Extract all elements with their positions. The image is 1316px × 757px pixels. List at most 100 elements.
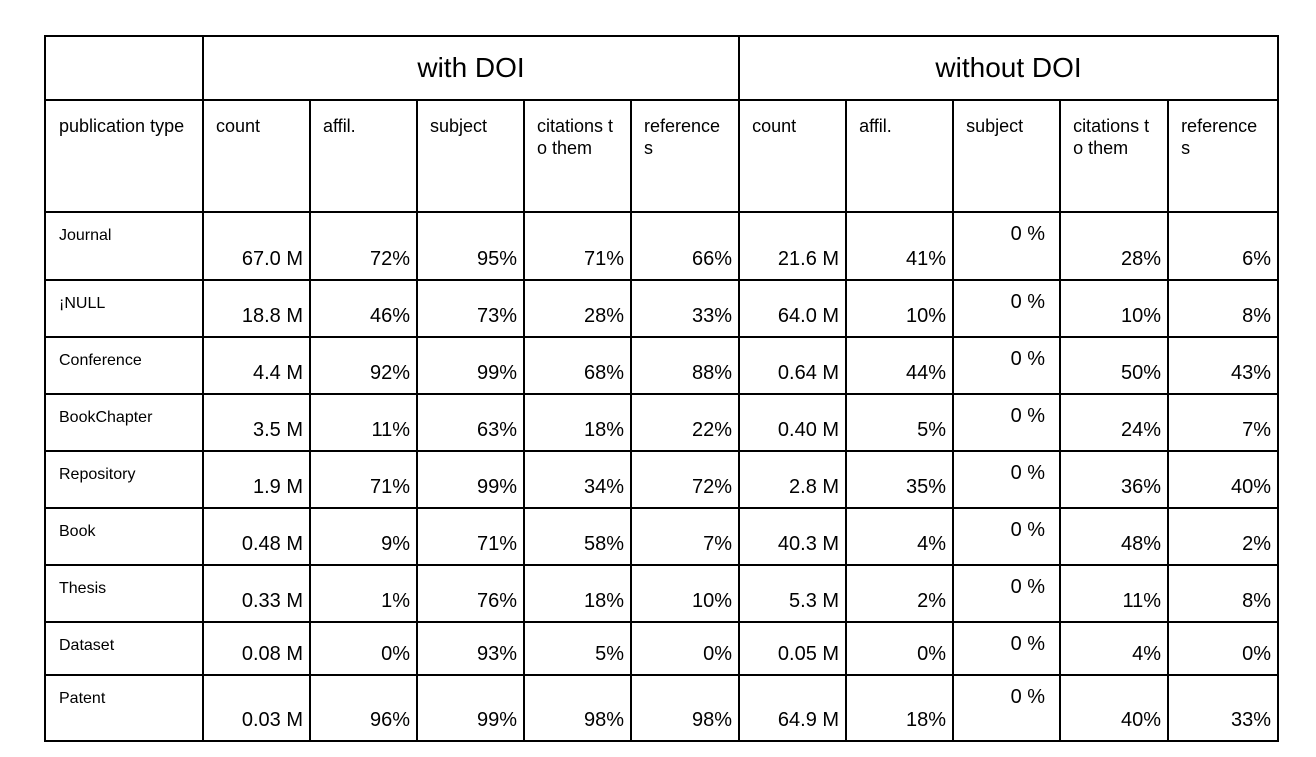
value-cell: 5%	[845, 393, 955, 452]
value-cell: 48%	[1059, 507, 1170, 566]
value-cell: 34%	[523, 450, 632, 509]
column-header: count	[738, 99, 848, 213]
value-cell: 72%	[309, 211, 418, 281]
value-cell: 40%	[1059, 674, 1170, 742]
value-cell: 0.33 M	[202, 564, 311, 623]
value-cell: 0 %	[952, 450, 1062, 509]
value-cell: 6%	[1167, 211, 1280, 281]
value-cell: 0 %	[952, 564, 1062, 623]
value-cell: 4.4 M	[202, 336, 311, 395]
value-cell: 28%	[523, 279, 632, 338]
column-header: reference s	[1167, 99, 1280, 213]
value-cell: 18%	[845, 674, 955, 742]
value-cell: 8%	[1167, 564, 1280, 623]
value-cell: 4%	[845, 507, 955, 566]
value-cell: 0%	[845, 621, 955, 676]
value-cell: 92%	[309, 336, 418, 395]
value-cell: 5%	[523, 621, 632, 676]
column-header: subject	[416, 99, 525, 213]
value-cell: 40.3 M	[738, 507, 848, 566]
publication-type-cell: Dataset	[44, 621, 204, 676]
table-row: Thesis 0.33 M 1% 76% 18% 10% 5.3 M 2% 0 % 11% 8%	[44, 564, 1280, 623]
column-header: publication type	[44, 99, 204, 213]
value-cell: 10%	[629, 564, 741, 623]
table-row: Conference 4.4 M 92% 99% 68% 88% 0.64 M 44% 0 % 5…	[44, 336, 1280, 395]
value-cell: 33%	[629, 279, 741, 338]
value-cell: 93%	[416, 621, 525, 676]
group-header-row: with DOI without DOI	[44, 35, 1280, 101]
value-cell: 76%	[416, 564, 525, 623]
column-header: subject	[952, 99, 1062, 213]
value-cell: 3.5 M	[202, 393, 311, 452]
column-header: affil.	[309, 99, 418, 213]
value-cell: 21.6 M	[738, 211, 848, 281]
value-cell: 46%	[309, 279, 418, 338]
value-cell: 8%	[1167, 279, 1280, 338]
value-cell: 0 %	[952, 279, 1062, 338]
table-row: Dataset 0.08 M 0% 93% 5% 0% 0.05 M 0% 0 % 4% 0%	[44, 621, 1280, 676]
table-row: Book 0.48 M 9% 71% 58% 7% 40.3 M 4% 0 % 48% 2%	[44, 507, 1280, 566]
value-cell: 50%	[1059, 336, 1170, 395]
value-cell: 71%	[523, 211, 632, 281]
value-cell: 0.40 M	[738, 393, 848, 452]
value-cell: 24%	[1059, 393, 1170, 452]
value-cell: 9%	[309, 507, 418, 566]
column-header-row: publication type count affil. subject ci…	[44, 99, 1280, 213]
value-cell: 0.08 M	[202, 621, 311, 676]
value-cell: 10%	[1059, 279, 1170, 338]
publication-type-cell: Journal	[44, 211, 204, 281]
value-cell: 35%	[845, 450, 955, 509]
publication-type-cell: Patent	[44, 674, 204, 742]
value-cell: 10%	[845, 279, 955, 338]
value-cell: 44%	[845, 336, 955, 395]
publication-type-cell: Repository	[44, 450, 204, 509]
column-header: citations to them	[523, 99, 632, 213]
value-cell: 11%	[1059, 564, 1170, 623]
without-doi-header: without DOI	[738, 35, 1280, 101]
value-cell: 0 %	[952, 336, 1062, 395]
value-cell: 40%	[1167, 450, 1280, 509]
column-header: affil.	[845, 99, 955, 213]
value-cell: 0.03 M	[202, 674, 311, 742]
publication-coverage-table: with DOI without DOI publication type co…	[44, 35, 1280, 742]
value-cell: 67.0 M	[202, 211, 311, 281]
value-cell: 88%	[629, 336, 741, 395]
table-row: Journal 67.0 M 72% 95% 71% 66% 21.6 M 41% 0 % 28%…	[44, 211, 1280, 281]
value-cell: 64.0 M	[738, 279, 848, 338]
table-row: ¡NULL 18.8 M 46% 73% 28% 33% 64.0 M 10% 0 % 10% 8%	[44, 279, 1280, 338]
value-cell: 36%	[1059, 450, 1170, 509]
publication-type-cell: Book	[44, 507, 204, 566]
value-cell: 0 %	[952, 507, 1062, 566]
value-cell: 0%	[309, 621, 418, 676]
value-cell: 18%	[523, 393, 632, 452]
value-cell: 0 %	[952, 393, 1062, 452]
value-cell: 0.05 M	[738, 621, 848, 676]
publication-type-cell: ¡NULL	[44, 279, 204, 338]
table-row: BookChapter 3.5 M 11% 63% 18% 22% 0.40 M 5% 0 % 2…	[44, 393, 1280, 452]
value-cell: 68%	[523, 336, 632, 395]
value-cell: 0%	[629, 621, 741, 676]
table-row: Patent 0.03 M 96% 99% 98% 98% 64.9 M 18% 0 % 40% 3…	[44, 674, 1280, 742]
table-row: Repository 1.9 M 71% 99% 34% 72% 2.8 M 35% 0 % 36…	[44, 450, 1280, 509]
column-header: count	[202, 99, 311, 213]
value-cell: 0.48 M	[202, 507, 311, 566]
value-cell: 99%	[416, 674, 525, 742]
value-cell: 96%	[309, 674, 418, 742]
value-cell: 11%	[309, 393, 418, 452]
publication-type-cell: Conference	[44, 336, 204, 395]
value-cell: 28%	[1059, 211, 1170, 281]
value-cell: 2%	[845, 564, 955, 623]
value-cell: 18%	[523, 564, 632, 623]
value-cell: 71%	[416, 507, 525, 566]
value-cell: 98%	[523, 674, 632, 742]
value-cell: 0%	[1167, 621, 1280, 676]
value-cell: 99%	[416, 450, 525, 509]
value-cell: 5.3 M	[738, 564, 848, 623]
value-cell: 63%	[416, 393, 525, 452]
value-cell: 71%	[309, 450, 418, 509]
value-cell: 58%	[523, 507, 632, 566]
value-cell: 1.9 M	[202, 450, 311, 509]
value-cell: 22%	[629, 393, 741, 452]
value-cell: 0 %	[952, 621, 1062, 676]
value-cell: 95%	[416, 211, 525, 281]
